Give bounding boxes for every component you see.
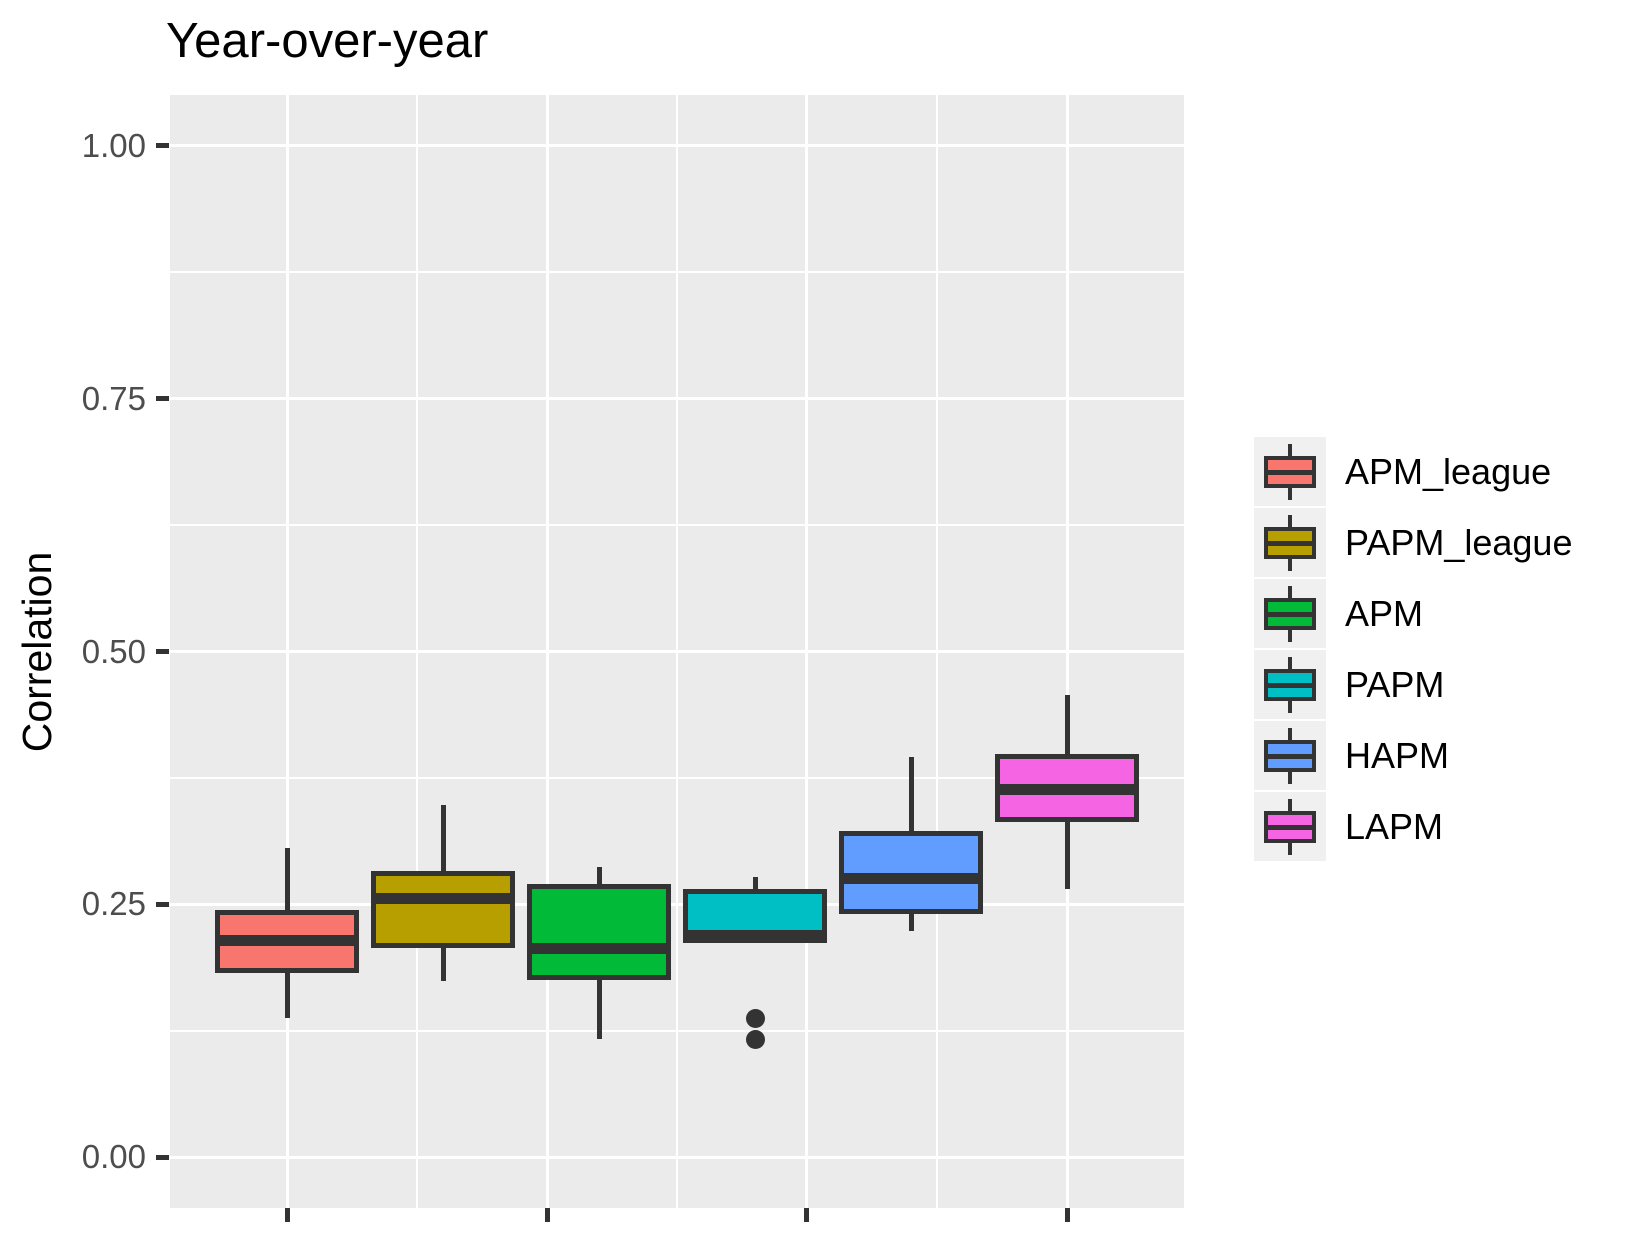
legend-glyph-median [1268,683,1312,688]
whisker-upper [596,867,602,885]
median-line-PAPM_league [371,892,515,904]
gridline-vertical-major [545,95,549,1208]
legend-glyph-whisker-lower [1288,557,1292,571]
legend-label-PAPM: PAPM [1345,664,1445,705]
outlier-dot [745,1029,765,1049]
y-axis-tick [156,1154,169,1160]
outlier-dot [745,1009,765,1029]
x-axis-tick [544,1208,550,1222]
legend-glyph-whisker-upper [1288,515,1292,529]
median-line-APM_league [215,934,359,946]
box-PAPM_league [371,871,515,948]
whisker-upper [752,877,758,890]
whisker-upper [908,756,914,831]
whisker-upper [1064,695,1070,754]
legend-key-APM [1254,579,1326,648]
y-axis-tick [156,901,169,907]
legend-glyph-median [1268,612,1312,617]
legend-key-PAPM_league [1254,508,1326,577]
legend-glyph-median [1268,825,1312,830]
box-APM [527,884,671,981]
legend-glyph-whisker-lower [1288,770,1292,784]
gridline-horizontal-major [170,650,1184,653]
legend-glyph-median [1268,754,1312,759]
legend-glyph-whisker-lower [1288,699,1292,713]
legend-glyph-median [1268,541,1312,546]
gridline-vertical-major [805,95,809,1208]
whisker-lower [1064,822,1070,890]
x-axis-tick [804,1208,810,1222]
legend-label-APM_league: APM_league [1345,451,1552,492]
whisker-lower [284,973,290,1018]
y-axis-tick [156,143,169,149]
legend-glyph-whisker-lower [1288,628,1292,642]
y-tick-label: 0.75 [81,379,146,417]
whisker-lower [908,914,914,931]
box-HAPM [839,830,983,915]
legend-glyph-whisker-lower [1288,486,1292,500]
median-line-APM [527,943,671,955]
legend-key-LAPM [1254,792,1326,861]
gridline-vertical-major [285,95,289,1208]
gridline-vertical-major [1065,95,1069,1208]
y-axis-title: Correlation [14,551,60,752]
y-tick-label: 0.25 [81,885,146,923]
gridline-horizontal-major [170,144,1184,148]
gridline-horizontal-major [170,1155,1184,1159]
legend-label-HAPM: HAPM [1345,735,1450,776]
y-tick-label: 0.50 [81,632,146,670]
legend-glyph-whisker-upper [1288,657,1292,671]
legend-glyph-whisker-upper [1288,586,1292,600]
y-tick-label: 0.00 [81,1138,146,1176]
legend-label-LAPM: LAPM [1345,806,1444,847]
gridline-horizontal-major [170,397,1184,401]
whisker-lower [596,980,602,1039]
x-axis-tick [1064,1208,1070,1222]
legend-key-APM_league [1254,437,1326,506]
legend-glyph-whisker-upper [1288,444,1292,458]
legend-key-HAPM [1254,721,1326,790]
plot-panel [170,95,1184,1208]
median-line-PAPM [683,929,827,941]
y-axis-tick [156,396,169,402]
y-tick-label: 1.00 [81,126,146,164]
legend-glyph-whisker-lower [1288,841,1292,855]
legend-label-PAPM_league: PAPM_league [1345,522,1573,563]
chart-title: Year-over-year [166,14,489,68]
whisker-upper [440,805,446,872]
legend-glyph-median [1268,470,1312,475]
whisker-lower [440,947,446,982]
median-line-LAPM [995,783,1139,795]
median-line-HAPM [839,873,983,885]
x-axis-tick [284,1208,290,1222]
legend-key-PAPM [1254,650,1326,719]
legend-label-APM: APM [1345,593,1424,634]
gridline-horizontal-major [170,902,1184,906]
legend-glyph-whisker-upper [1288,799,1292,813]
y-axis-tick [156,649,169,654]
legend-glyph-whisker-upper [1288,728,1292,742]
whisker-upper [284,847,290,910]
